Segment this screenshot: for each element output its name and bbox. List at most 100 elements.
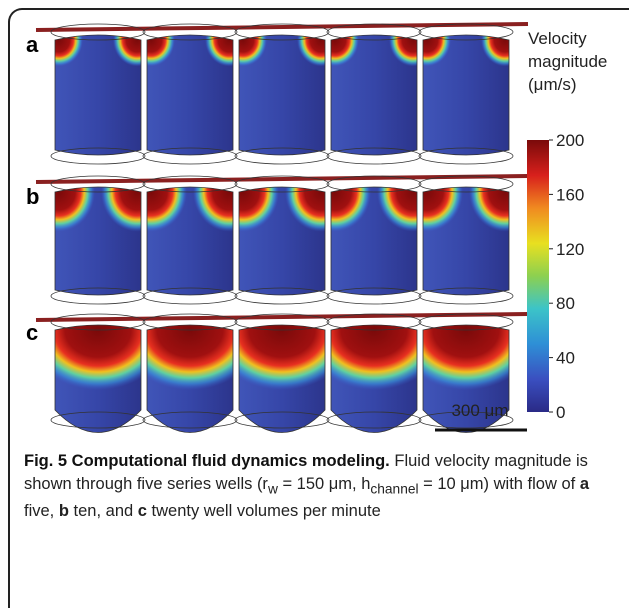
caption-text: = 10 μm) with flow of [418,475,580,493]
velocity-field [205,35,233,67]
well [50,175,146,305]
velocity-field [297,35,325,67]
well-rim [234,313,330,331]
colorbar [527,140,549,412]
caption-panel-ref: a [579,475,590,493]
well-rim [142,147,238,165]
well-rim [326,411,422,429]
well [142,23,238,165]
well-outline [422,324,510,433]
well [142,175,238,305]
colorbar-title: (μm/s) [528,75,577,94]
velocity-field [55,187,95,232]
panel-label: c [26,320,38,345]
well-rim [418,411,514,429]
caption-subscript: channel [370,481,419,497]
well-rim [50,411,146,429]
well-rim [142,175,238,193]
well-rim [234,287,330,305]
channel [35,312,529,322]
well-outline [54,324,142,433]
velocity-field [481,35,509,67]
caption-panel-ref: b [58,502,69,521]
well-rim [50,175,146,193]
well-field [423,35,509,155]
well-rim [142,411,238,429]
well [418,175,514,305]
velocity-field [113,35,141,67]
velocity-field [423,35,451,67]
well [50,313,146,433]
velocity-field [193,187,233,232]
colorbar-tick-label: 0 [556,403,565,422]
well-outline [422,186,510,296]
well-rim [234,23,330,41]
well [418,313,514,433]
colorbar-tick-label: 120 [556,240,584,259]
well [142,313,238,433]
well [326,313,422,433]
well [326,23,422,165]
caption-subscript: w [267,481,278,497]
well-rim [234,411,330,429]
caption-text: five, [24,502,59,521]
well-rim [50,313,146,331]
well-rim [142,23,238,41]
well-rim [326,147,422,165]
caption-text: Fluid velocity magnitude is shown throug… [24,452,588,493]
velocity-field [423,187,463,232]
well-rim [234,175,330,193]
colorbar-tick-label: 80 [556,294,575,313]
well [234,23,330,165]
channel [35,22,529,32]
well-outline [330,186,418,296]
caption-text: = 150 μm, h [277,475,371,493]
well-rim [418,23,514,41]
velocity-field [285,187,325,232]
velocity-field [469,187,509,232]
well-rim [326,23,422,41]
colorbar-tick-label: 40 [556,349,575,368]
well-rim [50,147,146,165]
velocity-field [239,187,279,232]
well [234,175,330,305]
well-field [147,187,233,295]
well-rim [418,147,514,165]
colorbar-tick-label: 200 [556,131,584,150]
well-rim [50,23,146,41]
well-field [423,187,509,295]
well-rim [326,175,422,193]
velocity-field [239,35,267,67]
well-renderings [35,22,529,433]
well-outline [146,324,234,433]
caption: Fig. 5 Computational fluid dynamics mode… [24,450,604,523]
well-outline [238,186,326,296]
well-field [239,187,325,295]
well-field [331,35,417,155]
well-field [147,35,233,155]
caption-title: Fig. 5 Computational fluid dynamics mode… [24,452,390,470]
well-rim [418,313,514,331]
well-rim [142,313,238,331]
well-outline [330,34,418,156]
velocity-field [389,35,417,67]
well [234,313,330,433]
well-rim [50,287,146,305]
scale-bar-label: 300 μm [451,401,508,420]
panel-label: a [26,32,39,57]
well-rim [326,287,422,305]
colorbar-title: magnitude [528,52,607,71]
well [50,23,146,165]
well-field [331,187,417,295]
caption-text: twenty well volumes per minute [146,502,381,521]
well [326,175,422,305]
well-outline [238,34,326,156]
figure: a b c 300 μm Velocity magnitude (μm/s) 200 1… [26,22,607,433]
well-outline [146,34,234,156]
velocity-field [147,187,187,232]
figure-frame [8,8,629,608]
velocity-field [331,35,359,67]
velocity-field [147,35,175,67]
well-rim [418,287,514,305]
page: a b c 300 μm Velocity magnitude (μm/s) 200 1… [8,8,629,608]
